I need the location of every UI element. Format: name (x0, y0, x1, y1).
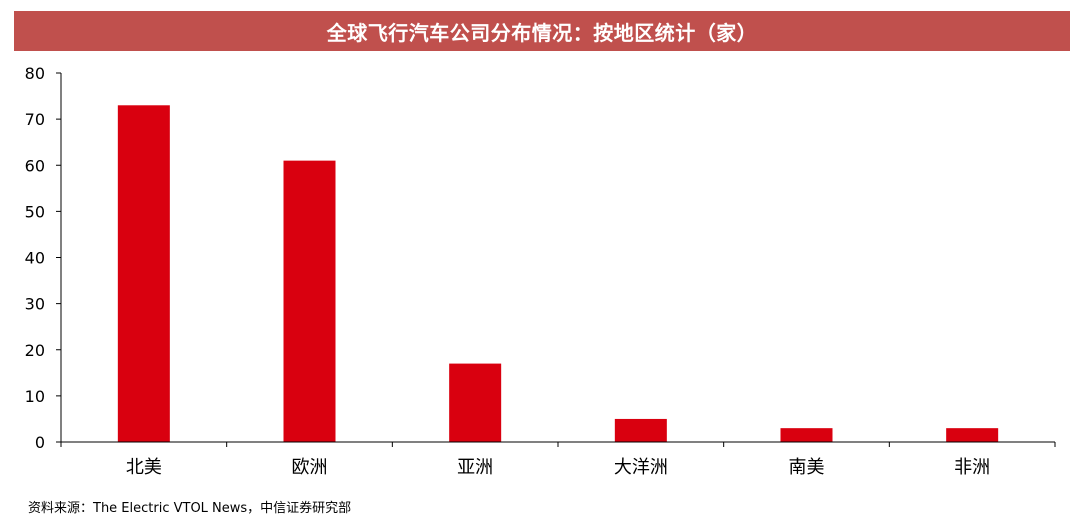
x-category-label: 亚洲 (457, 457, 493, 478)
bar-5 (780, 428, 833, 442)
y-tick-label: 60 (25, 156, 45, 175)
y-tick-label: 30 (25, 295, 45, 314)
bar-1 (117, 105, 170, 442)
y-tick-label: 50 (25, 202, 45, 221)
chart-title: 全球飞行汽车公司分布情况：按地区统计（家） (326, 20, 758, 45)
bar-4 (614, 418, 667, 442)
bar-2 (283, 160, 336, 442)
source-note: 资料来源：The Electric VTOL News，中信证券研究部 (28, 501, 352, 516)
y-tick-label: 70 (25, 110, 45, 129)
x-category-label: 南美 (789, 457, 825, 478)
y-tick-label: 40 (25, 249, 45, 268)
y-tick-label: 20 (25, 341, 45, 360)
x-category-label: 非洲 (954, 457, 990, 478)
bar-6 (946, 428, 999, 442)
x-category-label: 北美 (126, 457, 162, 478)
y-tick-label: 80 (25, 64, 45, 83)
y-tick-label: 0 (35, 433, 45, 452)
bar-3 (449, 363, 502, 442)
x-category-label: 大洋洲 (614, 457, 668, 478)
x-category-label: 欧洲 (292, 457, 328, 478)
y-tick-label: 10 (25, 387, 45, 406)
chart-title-bar: 全球飞行汽车公司分布情况：按地区统计（家） (14, 11, 1070, 51)
